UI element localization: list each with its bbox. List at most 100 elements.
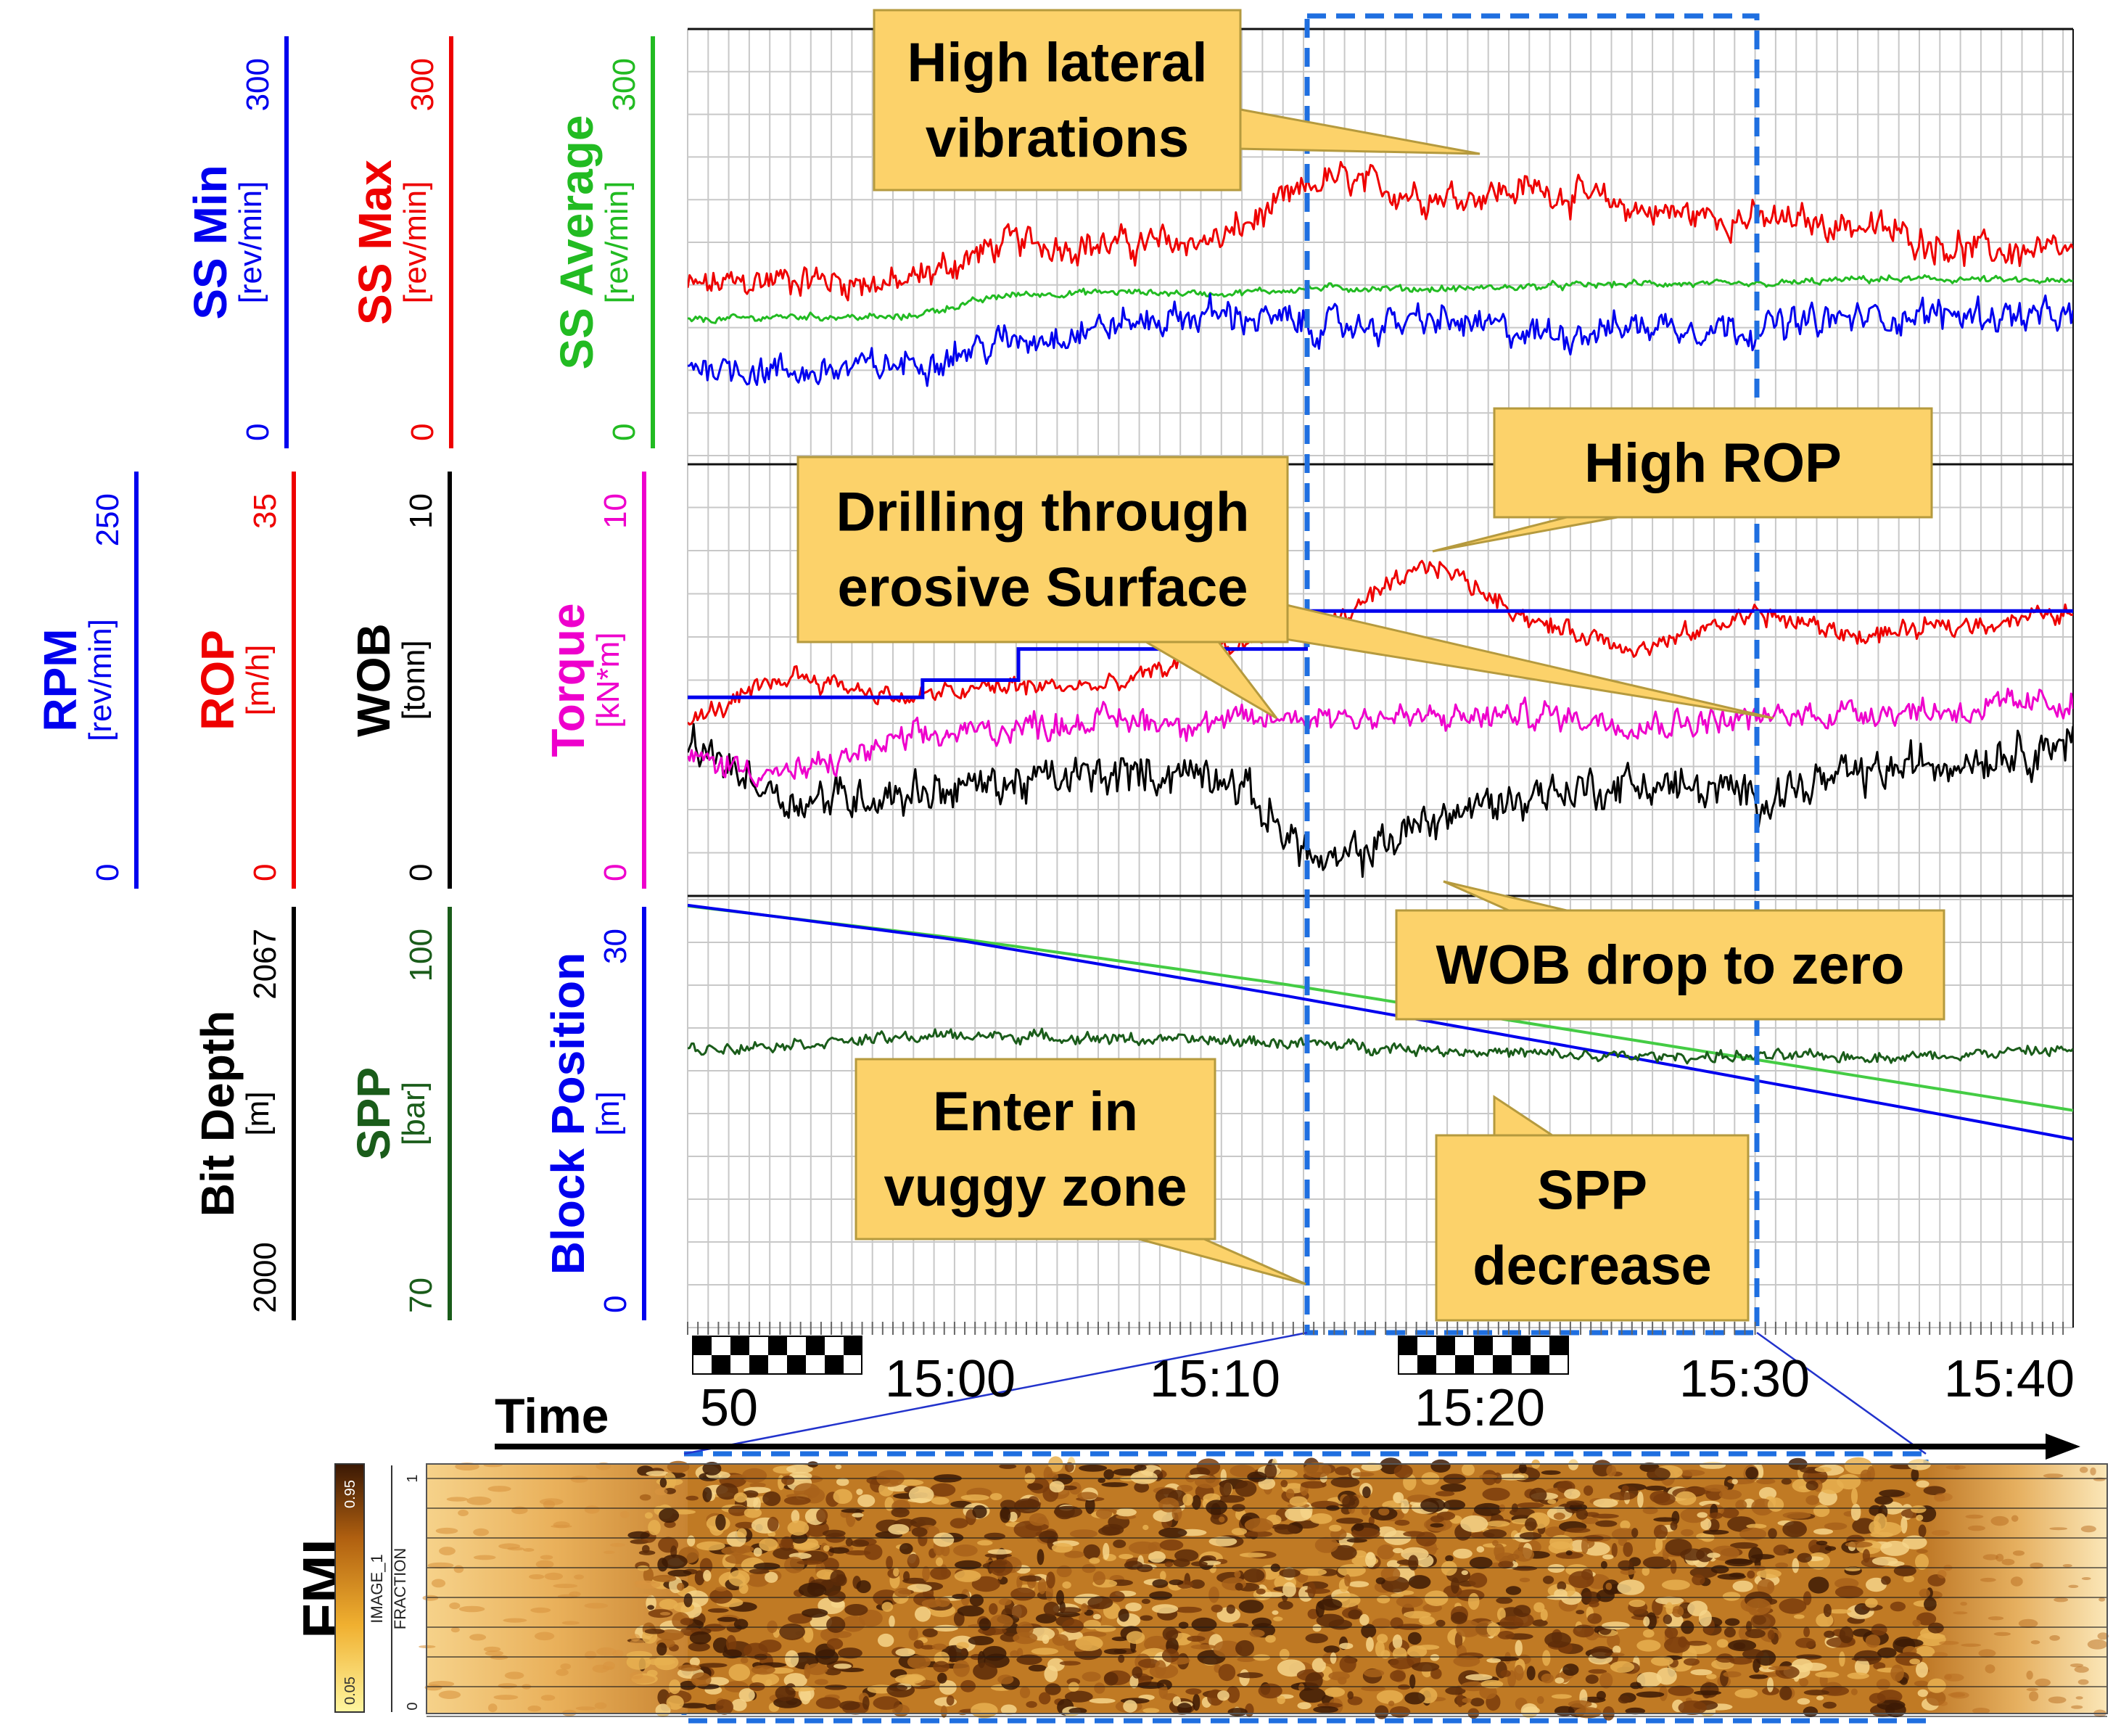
fmi-vug (1881, 1576, 1891, 1585)
fmi-vug (1611, 1543, 1618, 1558)
fmi-vug (1702, 1529, 1729, 1535)
fmi-vug (1671, 1605, 1684, 1618)
fmi-laminae (630, 1671, 643, 1679)
fmi-vug (646, 1470, 669, 1476)
fmi-vug (1652, 1550, 1659, 1555)
fmi-vug (1445, 1687, 1466, 1695)
fmi-vug (1301, 1481, 1327, 1489)
fmi-vug (1698, 1610, 1712, 1627)
fmi-vug (654, 1655, 679, 1671)
fmi-vug (952, 1594, 968, 1600)
fmi-vug (1125, 1603, 1142, 1612)
fmi-vug (1767, 1497, 1784, 1512)
fmi-laminae (1945, 1465, 1966, 1470)
colorbar-subtitle: FRACTION (391, 1548, 409, 1629)
fmi-vug (1914, 1680, 1929, 1687)
fmi-laminae (1950, 1691, 1969, 1699)
axis-min-label: 0 (598, 864, 633, 881)
fmi-vug (1467, 1592, 1480, 1610)
fmi-vug (1258, 1683, 1282, 1699)
fmi-vug (659, 1507, 680, 1523)
fmi-vug (1026, 1700, 1037, 1708)
fmi-laminae (1944, 1674, 1964, 1682)
fmi-vug (897, 1479, 924, 1486)
fmi-vug (1704, 1484, 1729, 1492)
checker-square (1549, 1355, 1568, 1374)
fmi-vug (1797, 1698, 1811, 1705)
fmi-laminae (2012, 1550, 2025, 1556)
fmi-vug (1083, 1619, 1101, 1630)
fmi-vug (1173, 1558, 1190, 1568)
fmi-vug (1134, 1481, 1150, 1493)
fmi-vug (1643, 1629, 1655, 1638)
fmi-vug (1729, 1657, 1753, 1665)
fmi-laminae (469, 1634, 487, 1641)
fmi-vug (1056, 1565, 1072, 1578)
fmi-vug (1782, 1511, 1811, 1519)
fmi-vug (989, 1614, 1013, 1629)
fmi-vug (1541, 1673, 1554, 1684)
fmi-vug (1607, 1633, 1620, 1649)
fmi-vug (1903, 1575, 1914, 1583)
fmi-vug (685, 1495, 699, 1501)
checker-square (712, 1355, 730, 1374)
fmi-vug (1564, 1489, 1581, 1500)
fmi-vug (1353, 1523, 1364, 1531)
fmi-vug (1083, 1544, 1100, 1560)
fmi-vug (1644, 1485, 1667, 1491)
checker-square (1531, 1336, 1549, 1355)
fmi-vug (1323, 1645, 1340, 1653)
axis-unit: [rev/min] (233, 181, 268, 304)
axis-title: SS Max (349, 160, 401, 325)
fmi-vug (1661, 1579, 1690, 1590)
fmi-vug (1590, 1646, 1613, 1659)
fmi-vug (1095, 1508, 1113, 1519)
fmi-laminae (450, 1626, 460, 1633)
fmi-laminae (1939, 1641, 1959, 1645)
fmi-vug (1739, 1527, 1767, 1541)
fmi-vug (705, 1677, 730, 1686)
fmi-laminae (458, 1510, 469, 1516)
fmi-vug (1265, 1634, 1276, 1643)
fmi-vug (1700, 1682, 1719, 1698)
fmi-vug (1158, 1527, 1187, 1538)
fmi-vug (798, 1582, 827, 1597)
fmi-vug (794, 1542, 820, 1551)
fmi-vug (1119, 1554, 1134, 1560)
fmi-vug (1092, 1613, 1101, 1620)
fmi-vug (1911, 1468, 1919, 1482)
fmi-vug (1630, 1682, 1642, 1690)
fmi-vug (1389, 1706, 1411, 1718)
fmi-vug (1092, 1571, 1105, 1586)
fmi-vug (889, 1684, 908, 1692)
fmi-vug (699, 1663, 728, 1668)
fmi-vug (1544, 1632, 1572, 1648)
fmi-vug (972, 1505, 987, 1519)
axis-min-label: 0 (240, 424, 276, 441)
fmi-vug (737, 1528, 747, 1539)
fmi-laminae (427, 1562, 454, 1569)
fmi-laminae (553, 1584, 578, 1589)
fmi-vug (1839, 1626, 1854, 1644)
fmi-vug (1642, 1556, 1671, 1569)
time-tick-label: 15:00 (885, 1350, 1016, 1408)
fmi-vug (1339, 1642, 1354, 1650)
fmi-vug (1219, 1516, 1225, 1523)
callout-text: High ROP (1584, 432, 1842, 494)
fmi-vug (1566, 1500, 1585, 1506)
fmi-vug (1581, 1568, 1593, 1581)
fmi-vug (1344, 1574, 1351, 1587)
fmi-laminae (1982, 1554, 1999, 1560)
fmi-vug (1746, 1621, 1753, 1632)
checker-square (730, 1336, 749, 1355)
callout-box (873, 9, 1242, 192)
fmi-vug (1602, 1621, 1630, 1630)
fmi-vug (1089, 1698, 1116, 1704)
fmi-vug (1890, 1601, 1906, 1612)
fmi-vug (1927, 1622, 1944, 1634)
fmi-vug (970, 1703, 998, 1719)
fmi-vug (786, 1464, 813, 1474)
fmi-vug (1134, 1464, 1147, 1471)
fmi-vug (1403, 1531, 1425, 1537)
fmi-vug (679, 1703, 708, 1708)
